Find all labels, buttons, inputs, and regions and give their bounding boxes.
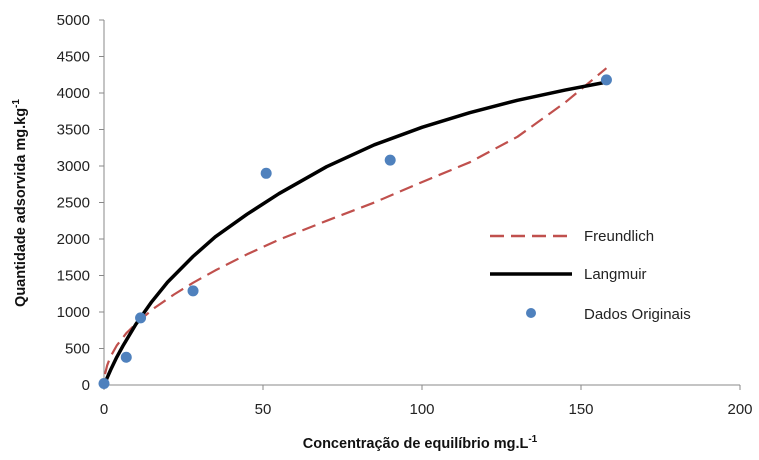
x-tick-label: 50 xyxy=(255,401,272,418)
legend: Freundlich Langmuir Dados Originais xyxy=(490,228,691,323)
y-tick-label: 3000 xyxy=(57,158,90,175)
data-point xyxy=(98,378,110,390)
y-tick-label: 2000 xyxy=(57,231,90,248)
y-tick-label: 1000 xyxy=(57,304,90,321)
data-point xyxy=(260,167,272,179)
langmuir-curve xyxy=(102,80,609,387)
legend-swatch-dados-originais xyxy=(526,308,536,318)
x-axis-title-superscript: -1 xyxy=(528,434,537,445)
x-tick-label: 100 xyxy=(409,401,434,418)
x-tick-label: 0 xyxy=(100,401,108,418)
y-axis-ticks: 0 500 1000 1500 2000 2500 3000 3500 4000 4500 5000 xyxy=(57,12,104,394)
data-point xyxy=(187,285,199,297)
legend-item-langmuir: Langmuir xyxy=(490,266,647,283)
data-point xyxy=(120,351,132,363)
legend-item-freundlich: Freundlich xyxy=(490,228,654,245)
legend-label-freundlich: Freundlich xyxy=(584,228,654,245)
y-tick-label: 0 xyxy=(82,377,90,394)
y-axis-title: Quantidade adsorvida mg.kg-1 xyxy=(11,99,29,307)
y-axis-title-text: Quantidade adsorvida mg.kg xyxy=(13,108,29,307)
y-tick-label: 4000 xyxy=(57,85,90,102)
y-tick-label: 4500 xyxy=(57,49,90,66)
data-point xyxy=(384,154,396,166)
y-tick-label: 1500 xyxy=(57,268,90,285)
y-tick-label: 500 xyxy=(65,341,90,358)
y-axis-title-superscript: -1 xyxy=(11,99,22,108)
y-tick-label: 5000 xyxy=(57,12,90,29)
x-tick-label: 200 xyxy=(727,401,752,418)
x-axis-title-text: Concentração de equilíbrio mg.L xyxy=(303,436,529,452)
data-point xyxy=(135,312,147,324)
y-tick-label: 3500 xyxy=(57,122,90,139)
data-point xyxy=(600,74,612,86)
x-axis-title: Concentração de equilíbrio mg.L-1 xyxy=(303,434,538,452)
legend-item-dados-originais: Dados Originais xyxy=(526,306,691,323)
x-axis-ticks: 0 50 100 150 200 xyxy=(100,385,753,418)
freundlich-curve xyxy=(103,67,608,375)
x-tick-label: 150 xyxy=(568,401,593,418)
y-tick-label: 2500 xyxy=(57,195,90,212)
legend-label-dados-originais: Dados Originais xyxy=(584,306,691,323)
legend-label-langmuir: Langmuir xyxy=(584,266,647,283)
plot-area xyxy=(98,67,612,390)
